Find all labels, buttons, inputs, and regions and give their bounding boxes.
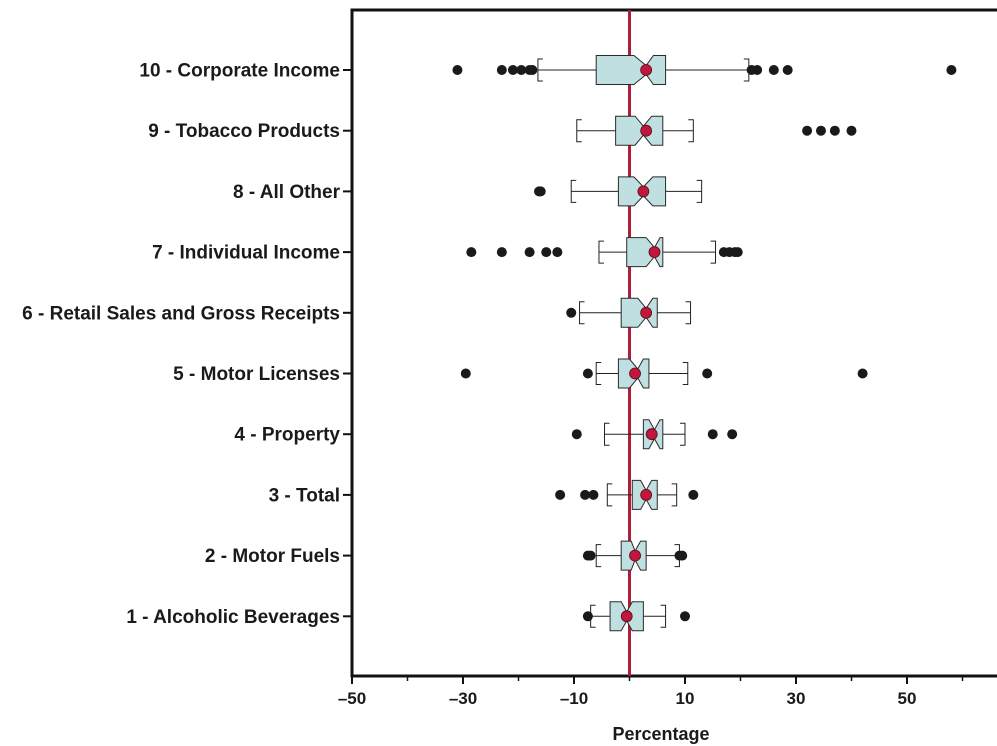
box-row: [555, 479, 699, 510]
category-label: 1 - Alcoholic Beverages: [126, 607, 340, 628]
category-label: 2 - Motor Fuels: [205, 546, 340, 567]
outlier-point: [452, 65, 463, 75]
outlier-point: [702, 368, 713, 379]
outlier-point: [571, 429, 582, 440]
box-row: [582, 601, 690, 632]
category-label: 7 - Individual Income: [152, 243, 340, 264]
outlier-point: [535, 186, 546, 197]
mean-marker: [640, 124, 653, 137]
outlier-point: [588, 489, 599, 500]
outlier-point: [507, 65, 518, 75]
box-row: [466, 237, 743, 268]
category-label: 6 - Retail Sales and Gross Receipts: [22, 303, 340, 324]
outlier-point: [552, 247, 563, 258]
outlier-point: [496, 65, 507, 75]
outlier-point: [566, 307, 577, 318]
category-label: 5 - Motor Licenses: [173, 364, 340, 385]
whisker-cap-low: [595, 544, 602, 568]
mean-marker: [648, 246, 661, 259]
box-row: [460, 358, 868, 389]
category-label: 10 - Corporate Income: [139, 61, 340, 82]
whisker-cap-high: [688, 119, 694, 143]
category-label: 4 - Property: [234, 425, 340, 446]
outlier-point: [946, 65, 957, 75]
outlier-point: [707, 429, 718, 440]
outlier-point: [524, 247, 535, 258]
notched-box: [615, 115, 664, 146]
box-row: [582, 540, 688, 571]
whisker-cap-high: [671, 483, 678, 507]
outlier-point: [541, 247, 552, 258]
outlier-point: [496, 247, 507, 258]
plot-frame: [350, 8, 997, 678]
whisker-cap-high: [682, 362, 689, 385]
whisker-cap-high: [685, 301, 692, 325]
whisker-cap-low: [570, 179, 577, 203]
x-tick-label: –30: [449, 689, 477, 708]
mean-marker: [620, 610, 633, 623]
outlier-point: [815, 125, 826, 136]
outlier-point: [829, 125, 840, 136]
outlier-point: [677, 550, 688, 561]
outlier-point: [582, 611, 593, 622]
x-tick-label: –10: [560, 689, 588, 708]
category-label: 3 - Total: [269, 485, 340, 506]
x-tick-label: 10: [676, 689, 695, 708]
whisker-cap-low: [595, 362, 602, 385]
notched-box: [626, 237, 664, 268]
whisker-cap-low: [579, 301, 585, 325]
box-row: [571, 419, 738, 450]
outlier-point: [527, 65, 538, 75]
box-row: [576, 115, 857, 146]
x-axis-title: Percentage: [612, 724, 709, 744]
category-label: 9 - Tobacco Products: [148, 121, 340, 142]
outlier-point: [802, 125, 813, 136]
box-layer: [452, 55, 957, 632]
notched-box: [595, 55, 667, 85]
outlier-point: [680, 611, 690, 622]
box-row: [534, 176, 703, 207]
outlier-point: [752, 65, 763, 75]
outlier-point: [466, 247, 477, 258]
whisker-cap-low: [537, 58, 543, 82]
outlier-point: [857, 368, 868, 379]
outlier-point: [582, 368, 593, 379]
mean-marker: [645, 428, 658, 441]
mean-marker: [629, 549, 641, 562]
outlier-point: [555, 489, 566, 500]
outlier-point: [846, 125, 857, 136]
x-tick-label: 50: [898, 689, 917, 708]
whisker-cap-low: [606, 483, 613, 507]
mean-marker: [640, 64, 653, 76]
outlier-point: [732, 247, 743, 258]
notched-box: [620, 297, 658, 328]
outlier-point: [580, 489, 591, 500]
plot-area: [350, 8, 997, 678]
whisker-cap-low: [576, 119, 582, 143]
box-row: [566, 297, 692, 328]
whisker-cap-high: [710, 240, 717, 264]
x-tick-label: 30: [787, 689, 806, 708]
category-label: 8 - All Other: [233, 182, 341, 203]
box-row: [452, 55, 957, 85]
mean-marker: [640, 488, 653, 501]
outlier-point: [768, 65, 779, 75]
outlier-point: [727, 429, 738, 440]
outlier-point: [585, 550, 596, 561]
mean-marker: [629, 367, 641, 380]
axis-layer: –50 –30 –10 10 30 50 10 - Corporate Income 9 - …: [22, 61, 964, 708]
mean-marker: [640, 306, 653, 319]
whisker-cap-high: [680, 422, 686, 446]
mean-marker: [637, 185, 650, 198]
x-tick-label: –50: [338, 689, 366, 708]
outlier-point: [460, 368, 471, 379]
outlier-point: [688, 489, 699, 500]
whisker-cap-low: [598, 240, 604, 264]
whisker-cap-high: [696, 179, 703, 203]
whisker-cap-low: [604, 422, 610, 446]
whisker-cap-high: [660, 604, 667, 628]
outlier-point: [782, 65, 793, 75]
outlier-point: [516, 65, 527, 75]
